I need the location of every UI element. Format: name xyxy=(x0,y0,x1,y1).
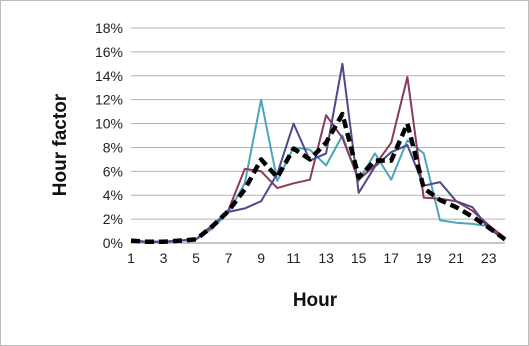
x-tick-labels: 1 3 5 7 9 11 13 15 17 19 21 23 xyxy=(127,250,497,266)
x-tick-label: 11 xyxy=(286,250,301,266)
x-tick-label: 5 xyxy=(192,250,200,266)
y-tick-label: 16% xyxy=(95,44,123,60)
y-tick-label: 8% xyxy=(103,139,123,155)
x-tick-label: 9 xyxy=(257,250,265,266)
x-tick-label: 3 xyxy=(160,250,168,266)
series-lines xyxy=(130,62,507,245)
y-tick-label: 10% xyxy=(95,116,123,132)
x-tick-label: 21 xyxy=(448,250,464,266)
series-line-1 xyxy=(130,98,506,243)
y-tick-label: 12% xyxy=(95,92,123,108)
y-tick-labels: 0% 2% 4% 6% 8% 10% 12% 14% 16% 18% xyxy=(95,20,123,251)
y-tick-label: 6% xyxy=(103,163,123,179)
y-tick-label: 2% xyxy=(103,211,123,227)
x-axis-title: Hour xyxy=(293,290,338,311)
x-tick-label: 7 xyxy=(225,250,233,266)
x-tick-label: 1 xyxy=(127,250,135,266)
y-tick-label: 18% xyxy=(95,20,123,36)
x-tick-label: 15 xyxy=(351,250,367,266)
series-line-2 xyxy=(130,76,506,243)
x-tick-label: 19 xyxy=(416,250,432,266)
x-tick-label: 13 xyxy=(318,250,334,266)
y-tick-label: 14% xyxy=(95,68,123,84)
x-tick-label: 23 xyxy=(481,250,497,266)
series-line-4 xyxy=(130,111,507,245)
y-tick-label: 0% xyxy=(103,235,123,251)
y-axis-title: Hour factor xyxy=(50,93,71,196)
y-tick-label: 4% xyxy=(103,187,123,203)
gridlines xyxy=(131,27,505,244)
x-tick-label: 17 xyxy=(383,250,399,266)
